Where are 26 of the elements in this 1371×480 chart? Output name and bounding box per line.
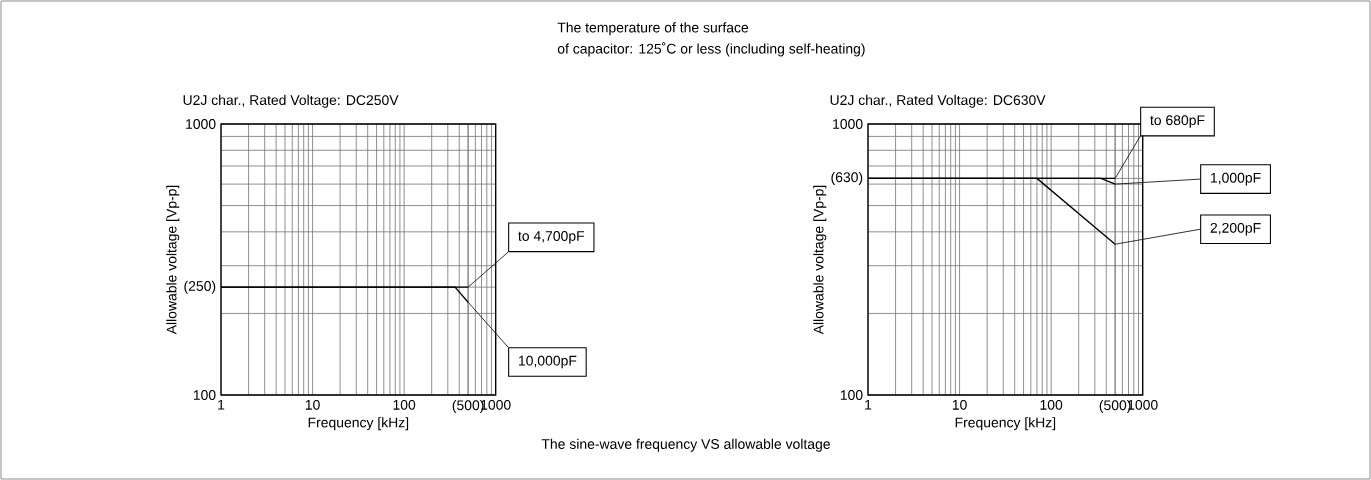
x-tick-label: 1 — [865, 399, 872, 410]
text: 2,200pF — [1210, 222, 1261, 236]
y-tick-label: (630) — [831, 171, 863, 185]
text: 1,000pF — [1211, 172, 1261, 186]
y-tick-label: 1000 — [833, 119, 863, 129]
x-axis-title: Frequency [kHz] — [955, 417, 1056, 431]
x-axis-title: Frequency [kHz] — [308, 417, 409, 431]
y-tick-label: 100 — [193, 390, 216, 400]
text: 10,000pF — [519, 355, 577, 369]
text: to 4,700pF — [518, 231, 585, 244]
x-tick-label: 1 — [218, 399, 225, 410]
x-tick-label: 10 — [952, 399, 967, 410]
y-axis-title: Allowable voltage [Vp-p] — [813, 185, 827, 335]
text: to 680pF — [1150, 115, 1205, 128]
x-tick-label: 100 — [1040, 399, 1063, 410]
text: The temperature of the surface — [557, 22, 749, 36]
chart-title: U2J char., Rated Voltage: DC630V — [830, 94, 1046, 108]
x-tick-label: 10 — [305, 399, 320, 410]
y-tick-label: (250) — [184, 280, 216, 294]
y-tick-label: 100 — [840, 390, 863, 400]
x-tick-label: 100 — [393, 399, 416, 410]
y-axis-title: Allowable voltage [Vp-p] — [166, 185, 180, 335]
y-tick-label: 1000 — [186, 119, 216, 129]
text: of capacitor: 125˚C or less (including self-heating) — [557, 42, 865, 57]
chart-title: U2J char., Rated Voltage: DC250V — [183, 94, 399, 108]
text: The sine-wave frequency VS allowable voltage — [541, 438, 830, 452]
